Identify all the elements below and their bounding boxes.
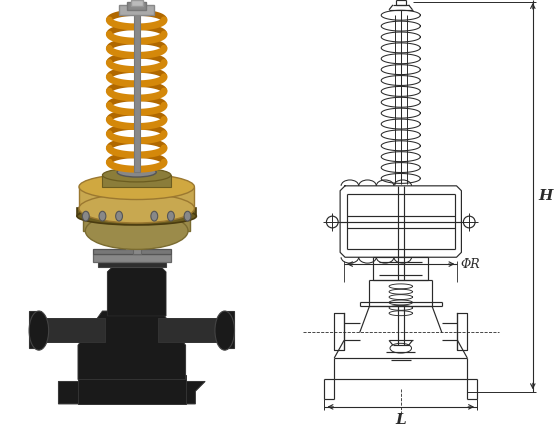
Bar (134, 8, 140, 172)
Bar (127, 2, 146, 10)
Polygon shape (59, 381, 88, 404)
Bar (131, 0, 143, 6)
Bar (133, 233, 141, 254)
Polygon shape (78, 311, 186, 380)
Bar (78, 374, 186, 404)
Ellipse shape (99, 211, 106, 221)
Ellipse shape (116, 211, 122, 221)
Bar (158, 318, 225, 342)
Bar (79, 187, 195, 208)
Text: H: H (539, 189, 553, 203)
Bar (39, 318, 106, 342)
Text: L: L (395, 413, 406, 427)
Ellipse shape (82, 211, 89, 221)
Ellipse shape (168, 211, 174, 221)
Bar (29, 311, 41, 348)
Ellipse shape (102, 168, 171, 182)
Ellipse shape (29, 311, 49, 350)
Bar (93, 250, 171, 254)
Ellipse shape (86, 212, 188, 250)
Polygon shape (107, 262, 166, 316)
Ellipse shape (215, 311, 234, 350)
Bar (126, 240, 138, 250)
Ellipse shape (184, 211, 191, 221)
Bar (222, 311, 234, 348)
Bar (102, 175, 171, 187)
Ellipse shape (79, 193, 195, 223)
Ellipse shape (151, 211, 158, 221)
Bar (119, 5, 154, 15)
Bar (83, 213, 191, 231)
Bar (98, 255, 166, 267)
Ellipse shape (117, 167, 157, 177)
Polygon shape (186, 381, 205, 404)
Ellipse shape (77, 207, 196, 225)
Text: ΦR: ΦR (461, 258, 480, 270)
Bar (77, 208, 196, 216)
Ellipse shape (79, 174, 195, 199)
Bar (93, 254, 171, 262)
